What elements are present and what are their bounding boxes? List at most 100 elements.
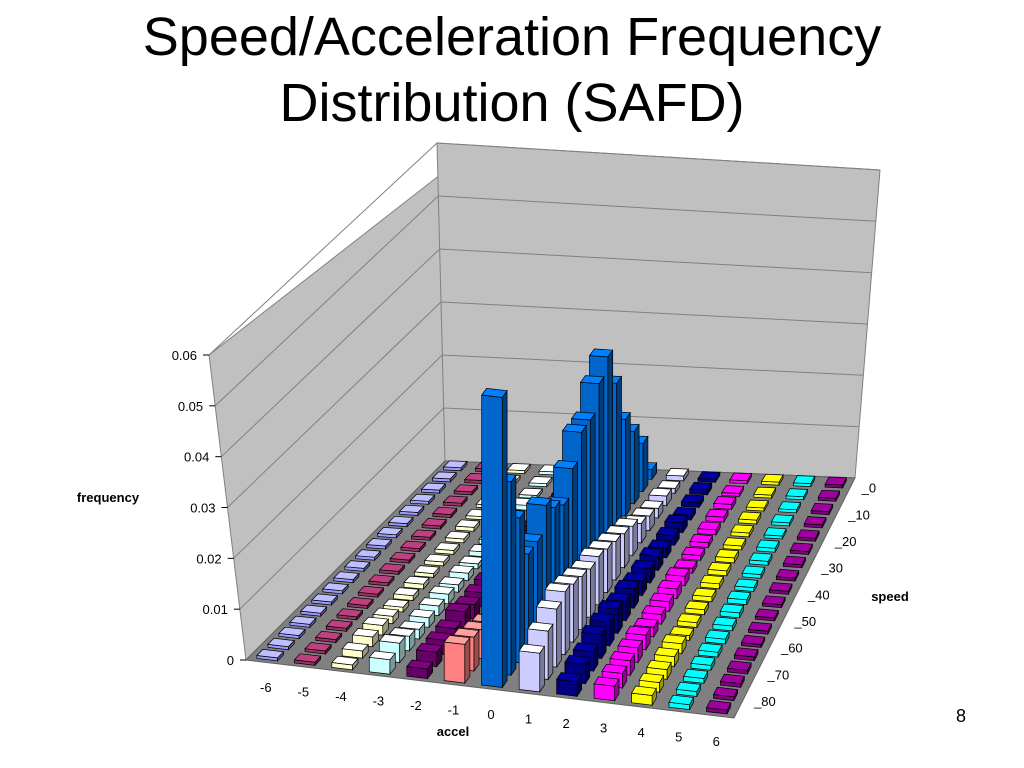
bar-accel-5-speed20 [336, 608, 364, 621]
bar-accel2-speed80 [688, 481, 713, 496]
bar-accel5-speed60 [756, 539, 780, 553]
accel-tick-label: 3 [600, 720, 607, 735]
bar-accel4-speed60 [722, 537, 747, 552]
frequency-tick-label: 0.01 [203, 602, 228, 617]
bar-accel-6-speed55 [376, 527, 403, 539]
bar-accel5-speed80 [785, 488, 809, 501]
bar-accel-6-speed40 [344, 560, 371, 573]
frequency-axis-label: frequency [77, 490, 140, 505]
bar-accel4-speed35 [684, 600, 710, 616]
bar-accel5-speed25 [705, 629, 730, 645]
accel-tick-label: 5 [675, 729, 682, 744]
bar-accel5-speed15 [690, 655, 716, 671]
bar-accel-6-speed20 [300, 604, 328, 618]
bar-accel4-speed40 [692, 587, 717, 603]
speed-axis-label: speed [871, 589, 909, 604]
gridline [220, 248, 872, 458]
bar-accel-5-speed65 [432, 506, 458, 519]
bar-accel-6-speed80 [431, 471, 457, 483]
bar-accel6-speed5 [712, 686, 739, 702]
accel-tick-label: 1 [525, 711, 532, 726]
bar-accel-6-speed60 [387, 515, 414, 528]
speed-tick-label: _60 [780, 641, 803, 656]
bar-accel5-speed50 [741, 565, 766, 579]
bar-accel-4-speed85 [506, 463, 531, 475]
gridline [208, 142, 881, 356]
speed-tick-label: _20 [834, 534, 857, 549]
accel-tick-label: -4 [335, 689, 347, 704]
bar-accel3-speed80 [721, 485, 745, 498]
accel-axis-label: accel [437, 724, 470, 739]
bar-accel5-speed10 [683, 668, 709, 684]
bar-accel1-speed85 [665, 467, 689, 482]
slide-title-line2: Distribution (SAFD) [279, 73, 745, 133]
accel-tick-label: -1 [448, 703, 460, 718]
frequency-tick-label: 0.02 [196, 551, 221, 566]
bar-accel-6-speed85 [442, 460, 468, 472]
bar-accel-6-speed35 [333, 571, 360, 584]
bar-accel-5-speed45 [389, 551, 416, 565]
bar-accel4-speed50 [707, 562, 732, 578]
bar-accel3-speed55 [681, 546, 706, 562]
bar-accel6-speed70 [803, 516, 827, 529]
bar-accel-4-speed50 [434, 542, 461, 556]
bar-accel-1-speed0 [443, 635, 471, 685]
bar-accel4-speed30 [676, 613, 702, 629]
bar-accel4-speed45 [699, 574, 724, 591]
bar-accel6-speed75 [810, 503, 834, 515]
bar-accel-5-speed75 [453, 484, 479, 496]
speed-tick-label: _80 [753, 694, 776, 709]
bar-accel-6-speed25 [311, 593, 339, 606]
accel-tick-label: -5 [298, 685, 310, 700]
bar-accel-5-speed40 [378, 563, 406, 576]
speed-tick-label: _10 [847, 507, 870, 522]
bar-accel-4-speed45 [423, 553, 450, 567]
bar-accel5-speed40 [726, 590, 752, 605]
slide-title: Speed/Acceleration Frequency Distributio… [0, 4, 1024, 136]
bar-accel-3-speed45 [458, 555, 485, 570]
bar-accel5-speed45 [734, 578, 759, 592]
bar-accel6-speed10 [719, 673, 745, 688]
bar-accel-5-speed60 [421, 518, 448, 530]
bar-accel-4-speed55 [444, 530, 471, 544]
bar-accel-4-speed40 [413, 565, 440, 579]
speed-axis-ticks: _0 _10 _20 _30 _40 _50 _60 _70 _80 [753, 481, 876, 709]
bar-accel-6-speed10 [278, 626, 306, 640]
bar-accel-3-speed0 [368, 650, 396, 676]
bar-accel-4-speed0 [331, 655, 359, 671]
accel-tick-label: 0 [487, 707, 494, 722]
bar-accel6-speed25 [740, 634, 766, 648]
speed-tick-label: _30 [820, 561, 843, 576]
bar-accel-6-speed5 [267, 637, 296, 651]
accel-tick-label: -2 [410, 698, 422, 713]
bar-accel4-speed70 [738, 511, 762, 526]
bar-accel4-speed55 [715, 549, 739, 565]
accel-tick-label: 6 [713, 734, 720, 749]
frequency-tick-label: 0.05 [178, 399, 203, 414]
accel-axis-ticks: -6 -5 -4 -3 -2 -1 0 1 2 3 4 5 6 [260, 680, 720, 749]
speed-tick-label: _50 [793, 614, 816, 629]
bar-accel5-speed70 [770, 514, 794, 528]
bar-accel5-speed35 [719, 603, 745, 619]
bar-accel-6-speed15 [289, 615, 317, 629]
bar-accel5-speed0 [668, 694, 695, 710]
bar-accel6-speed15 [726, 660, 752, 675]
bar-accel2-speed0 [555, 672, 583, 698]
bar-accel-6-speed65 [398, 504, 425, 517]
bar-accel-4-speed30 [392, 587, 420, 602]
bar-accel4-speed80 [753, 486, 777, 500]
bar-accel2-speed85 [697, 471, 721, 484]
bar-accel-5-speed0 [293, 653, 322, 667]
gridline [233, 354, 864, 559]
bar-accel6-speed45 [768, 582, 793, 595]
accel-tick-label: -3 [373, 694, 385, 709]
bar-accel-4-speed5 [341, 642, 369, 660]
page-number: 8 [955, 706, 966, 726]
bar-accel4-speed65 [730, 524, 754, 539]
bar-accel-6-speed45 [354, 549, 382, 562]
bar-accel4-speed0 [631, 685, 657, 707]
bar-accel6-speed55 [782, 555, 807, 569]
bar-accel3-speed65 [697, 521, 721, 537]
bar-accel-6-speed70 [409, 493, 436, 506]
bar-accel-5-speed5 [304, 642, 332, 655]
